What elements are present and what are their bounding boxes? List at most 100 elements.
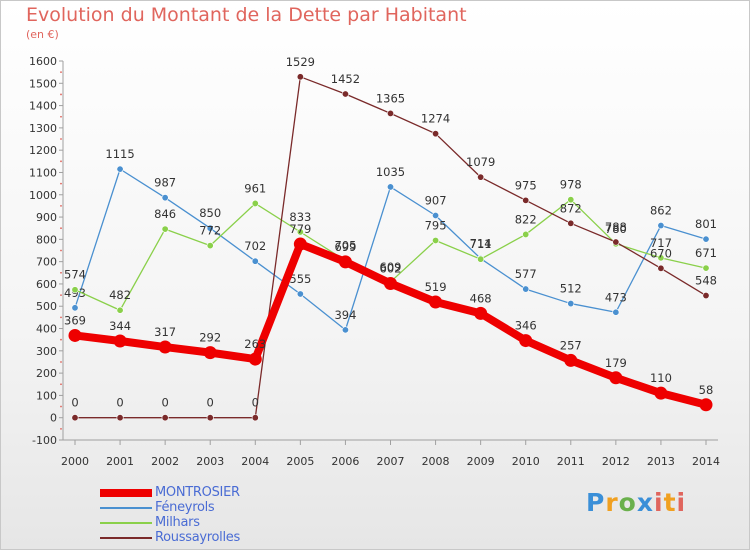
data-point	[161, 194, 169, 202]
data-label: 0	[161, 396, 168, 410]
series-montrosier: 369 344 317 292 263 779 699 602 519 468 346 257 179 1…	[64, 222, 714, 412]
data-point	[248, 352, 262, 366]
y-minor-tick	[60, 316, 62, 319]
y-minor-tick	[60, 182, 62, 185]
data-point	[71, 414, 79, 422]
series-f-neyrols: 4931115987850702555394103590771457751247…	[64, 147, 717, 334]
y-tick-label: 800	[36, 233, 57, 246]
data-label: 346	[515, 319, 537, 333]
legend-label: MONTROSIER	[155, 485, 240, 500]
y-tick-label: 0	[50, 412, 57, 425]
y-minor-tick	[60, 227, 62, 230]
data-label: 907	[425, 193, 447, 207]
data-label: 512	[560, 282, 582, 296]
legend-label: Roussayrolles	[155, 530, 240, 545]
data-point	[477, 173, 485, 181]
data-point	[609, 371, 623, 385]
y-minor-tick	[60, 93, 62, 96]
data-point	[251, 414, 259, 422]
data-point	[522, 196, 530, 204]
logo-letter: r	[605, 488, 619, 517]
data-point	[654, 386, 668, 400]
data-point	[161, 414, 169, 422]
data-label: 780	[605, 222, 627, 236]
data-point	[251, 199, 259, 207]
data-label: 1365	[376, 91, 405, 105]
data-label: 0	[252, 396, 259, 410]
x-tick-label: 2007	[377, 455, 405, 468]
y-tick-label: 1200	[29, 144, 57, 157]
data-point	[158, 340, 172, 354]
y-tick-label: 1600	[29, 55, 57, 68]
data-label: 292	[199, 331, 221, 345]
data-label: 0	[71, 396, 78, 410]
y-tick-label: 1500	[29, 77, 57, 90]
data-label: 1274	[421, 112, 450, 126]
data-label: 788	[605, 220, 627, 234]
data-point	[338, 255, 352, 269]
data-point	[432, 211, 440, 219]
data-point	[116, 306, 124, 314]
data-point	[702, 264, 710, 272]
series-milhars: 5744828467729618337056097957118229787807…	[64, 178, 717, 314]
x-tick-label: 2001	[106, 455, 134, 468]
x-tick-label: 2011	[557, 455, 585, 468]
data-label: 110	[650, 371, 672, 385]
data-label: 602	[380, 261, 402, 275]
data-point	[432, 130, 440, 138]
y-tick-label: 1400	[29, 100, 57, 113]
x-tick-label: 2013	[647, 455, 675, 468]
logo-letter: i	[676, 488, 687, 517]
data-label: 574	[64, 268, 86, 282]
legend-label: Féneyrols	[155, 500, 215, 515]
logo-letter: P	[586, 488, 606, 517]
data-label: 1035	[376, 165, 405, 179]
logo-letter: t	[663, 488, 677, 517]
y-minor-tick	[60, 383, 62, 386]
chart-subtitle: (en €)	[26, 28, 59, 41]
y-minor-tick	[60, 160, 62, 163]
data-label: 779	[289, 222, 311, 236]
data-label: 1529	[286, 55, 315, 69]
data-label: 1452	[331, 72, 360, 86]
data-point	[296, 73, 304, 81]
data-label: 850	[199, 206, 221, 220]
y-minor-tick	[60, 427, 62, 430]
legend-label: Milhars	[155, 515, 200, 530]
data-point	[612, 238, 620, 246]
y-minor-tick	[60, 115, 62, 118]
y-minor-tick	[60, 271, 62, 274]
data-label: 0	[207, 396, 214, 410]
data-label: 801	[695, 217, 717, 231]
data-label: 344	[109, 319, 131, 333]
x-tick-label: 2008	[422, 455, 450, 468]
data-label: 482	[109, 288, 131, 302]
data-point	[293, 237, 307, 251]
data-label: 58	[699, 383, 714, 397]
data-point	[702, 292, 710, 300]
x-tick-label: 2005	[286, 455, 314, 468]
data-point	[384, 276, 397, 290]
data-point	[567, 196, 575, 204]
data-label: 987	[154, 176, 176, 190]
data-point	[341, 90, 349, 98]
data-point	[567, 219, 575, 227]
data-point	[657, 254, 665, 262]
data-label: 609	[380, 260, 402, 274]
data-label: 257	[560, 338, 582, 352]
y-tick-label: 200	[36, 367, 57, 380]
y-minor-tick	[60, 138, 62, 140]
data-label: 519	[425, 280, 447, 294]
data-label: 468	[470, 291, 492, 305]
logo-letter: o	[618, 488, 637, 517]
data-point	[567, 300, 575, 308]
y-tick-label: 700	[36, 256, 57, 269]
y-tick-label: 1100	[29, 166, 57, 179]
y-tick-label: 1300	[29, 122, 57, 135]
y-minor-tick	[60, 405, 62, 408]
data-point	[71, 304, 79, 312]
data-point	[564, 353, 578, 367]
x-tick-label: 2010	[512, 455, 540, 468]
data-label: 702	[244, 239, 266, 253]
